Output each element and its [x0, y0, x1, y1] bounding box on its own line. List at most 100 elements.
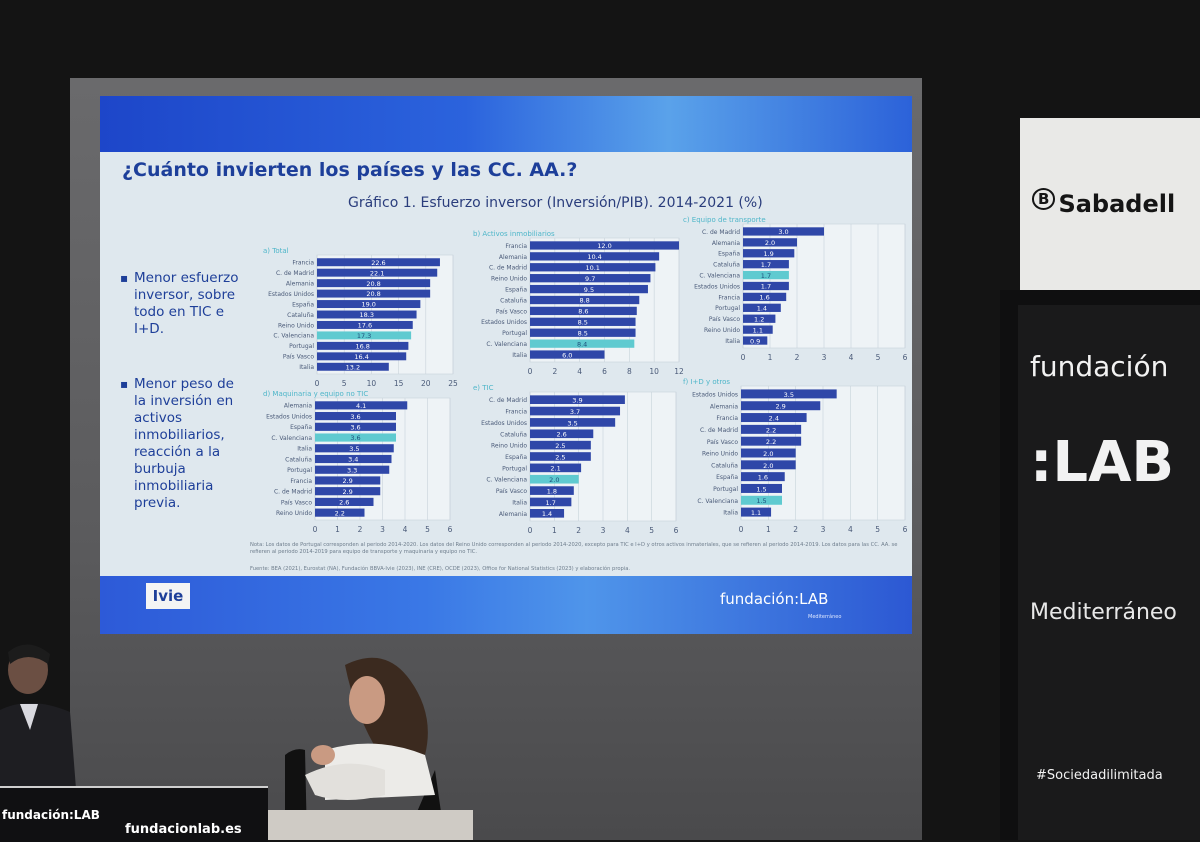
bar — [743, 336, 768, 345]
category-label: Cataluña — [500, 431, 527, 438]
bar — [315, 454, 392, 464]
data-label: 16.4 — [354, 353, 368, 361]
category-label: Portugal — [502, 465, 527, 472]
bar — [530, 284, 648, 294]
category-label: C. Valenciana — [699, 272, 740, 279]
x-tick-label: 2 — [793, 525, 798, 534]
x-tick-label: 1 — [766, 525, 771, 534]
data-label: 2.2 — [766, 438, 776, 446]
data-label: 3.5 — [349, 445, 359, 453]
x-tick-label: 5 — [425, 525, 430, 534]
x-tick-label: 0 — [315, 379, 320, 388]
bar — [743, 292, 787, 302]
banner-mediterraneo: Mediterráneo — [1030, 600, 1177, 625]
bar — [317, 310, 417, 319]
data-label: 2.5 — [555, 453, 565, 461]
bullet-marker: ▪ — [120, 377, 129, 391]
bar — [743, 281, 789, 291]
category-label: Alemania — [712, 240, 740, 247]
category-label: Francia — [290, 478, 312, 485]
x-tick-label: 0 — [741, 353, 746, 362]
sabadell-mark: B — [1032, 188, 1056, 210]
slide-footer-band — [100, 576, 912, 634]
bar — [741, 460, 796, 470]
bar — [315, 412, 396, 421]
x-tick-label: 8 — [627, 367, 632, 376]
data-label: 3.6 — [350, 413, 360, 421]
data-label: 3.7 — [570, 408, 580, 416]
category-label: Cataluña — [285, 456, 312, 463]
data-label: 6.0 — [562, 351, 572, 359]
category-label: Portugal — [287, 467, 312, 474]
bar — [315, 497, 374, 506]
panel-title: f) I+D y otros — [683, 378, 730, 386]
data-label: 2.2 — [766, 426, 776, 434]
table-sign-url: fundacionlab.es — [125, 822, 242, 837]
category-label: Reino Unido — [276, 510, 312, 517]
data-label: 1.6 — [759, 294, 769, 302]
x-tick-label: 2 — [795, 353, 800, 362]
bar — [315, 422, 396, 431]
bar — [741, 483, 782, 493]
category-label: Reino Unido — [491, 276, 527, 283]
category-label: C. Valenciana — [486, 477, 527, 484]
data-label: 9.7 — [585, 275, 595, 283]
category-label: Italia — [723, 510, 738, 517]
bar — [317, 279, 431, 288]
category-label: C. Valenciana — [273, 333, 314, 340]
bar — [530, 274, 651, 283]
x-tick-label: 4 — [849, 353, 854, 362]
category-label: España — [505, 454, 527, 461]
data-label: 8.5 — [578, 319, 588, 327]
chart-panel-equipo-transporte: c) Equipo de transporte 0 1 2 3 4 5 6 C. de Madr… — [675, 214, 910, 364]
category-label: Cataluña — [713, 262, 740, 269]
bar — [530, 350, 605, 359]
bar — [530, 395, 625, 404]
data-label: 2.9 — [342, 477, 352, 485]
bar — [530, 328, 636, 337]
data-label: 3.5 — [784, 391, 794, 399]
bar — [741, 448, 796, 458]
data-label: 10.4 — [587, 253, 601, 261]
category-label: Estados Unidos — [268, 291, 314, 298]
slide-header-band — [100, 96, 912, 152]
x-tick-label: 3 — [380, 525, 385, 534]
bullet-point: ▪ Menor esfuerzo inversor, sobre todo en… — [120, 270, 240, 338]
bar — [315, 487, 381, 496]
bar — [741, 495, 782, 505]
chart-panel-total: a) Total 0 5 10 15 20 25 Francia 22.6 C. de Madri… — [255, 245, 459, 390]
category-label: Reino Unido — [704, 327, 740, 334]
category-label: Francia — [716, 415, 738, 422]
category-label: Estados Unidos — [481, 420, 527, 427]
category-label: Estados Unidos — [692, 392, 738, 399]
bar — [530, 252, 660, 261]
category-label: Francia — [292, 260, 314, 267]
data-label: 2.0 — [765, 239, 775, 247]
data-label: 13.2 — [346, 363, 360, 371]
data-label: 2.9 — [775, 403, 785, 411]
x-tick-label: 15 — [394, 379, 404, 388]
presentation-slide: ¿Cuánto invierten los países y las CC. A… — [100, 96, 912, 634]
bar — [530, 452, 591, 461]
bar-chart-svg: e) TIC 0 1 2 3 4 5 6 C. de Madrid 3.9 Francia 3.7 Es… — [473, 384, 679, 535]
sabadell-name: Sabadell — [1058, 190, 1176, 218]
data-label: 2.6 — [556, 431, 566, 439]
x-tick-label: 6 — [674, 526, 679, 535]
x-tick-label: 10 — [367, 379, 377, 388]
chart-panel-maquinaria: d) Maquinaria y equipo no TIC 0 1 2 3 4 5 6 Alem… — [255, 388, 455, 536]
data-label: 0.9 — [750, 337, 760, 345]
category-label: España — [505, 286, 527, 293]
data-label: 2.0 — [763, 450, 773, 458]
bar — [530, 306, 637, 316]
banner-fundacion: fundación — [1030, 350, 1169, 383]
category-label: País Vasco — [281, 499, 312, 506]
category-label: Estados Unidos — [266, 413, 312, 420]
bar — [530, 295, 640, 305]
category-label: País Vasco — [496, 308, 527, 315]
bar-chart-svg: a) Total 0 5 10 15 20 25 Francia 22.6 C. de Madri… — [263, 247, 458, 388]
event-banner-panel — [1018, 305, 1200, 840]
x-tick-label: 2 — [552, 367, 557, 376]
fundacion-lab-logo: fundación:LAB — [720, 590, 829, 608]
panel-title: a) Total — [263, 247, 289, 255]
data-label: 18.3 — [360, 311, 374, 319]
